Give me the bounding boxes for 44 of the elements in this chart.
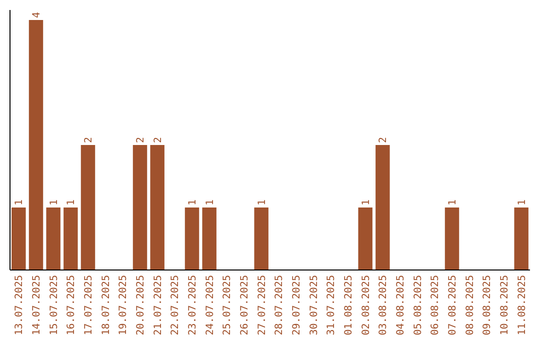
x-tick-label: 21.07.2025: [152, 275, 164, 336]
x-tick-label: 06.08.2025: [430, 275, 442, 336]
x-tick-label: 05.08.2025: [412, 275, 424, 336]
x-tick-label: 08.08.2025: [464, 275, 476, 336]
x-tick-label: 26.07.2025: [240, 275, 250, 336]
x-tick-label: 14.07.2025: [32, 275, 42, 336]
x-tick-label: 15.07.2025: [48, 275, 60, 336]
x-tick-label: 18.07.2025: [100, 275, 112, 336]
x-tick-label: 29.07.2025: [292, 275, 302, 336]
data-label: 1: [66, 199, 78, 206]
x-tick-label: 25.07.2025: [222, 275, 234, 336]
x-tick-label: 09.08.2025: [482, 275, 494, 336]
x-tick-label: 24.07.2025: [204, 275, 216, 336]
x-tick-label: 28.07.2025: [274, 275, 286, 336]
x-tick-label: 16.07.2025: [66, 275, 78, 336]
data-label: 1: [360, 199, 372, 206]
x-tick-label: 07.08.2025: [448, 275, 458, 336]
data-label: 1: [188, 199, 198, 206]
x-tick-label: 30.07.2025: [308, 275, 320, 336]
x-tick-label: 22.07.2025: [170, 275, 182, 336]
data-label: 2: [136, 136, 146, 143]
x-tick-label: 20.07.2025: [136, 275, 146, 336]
x-tick-label: 17.07.2025: [84, 275, 94, 336]
x-tick-label: 13.07.2025: [14, 275, 26, 336]
x-tick-label: 04.08.2025: [396, 275, 406, 336]
data-label: 2: [378, 136, 390, 143]
x-tick-label: 23.07.2025: [188, 275, 198, 336]
data-label: 2: [84, 136, 94, 143]
x-tick-label: 11.08.2025: [516, 275, 528, 336]
x-tick-label: 27.07.2025: [256, 275, 268, 336]
data-label: 1: [516, 199, 528, 206]
data-label: 1: [448, 199, 458, 206]
x-tick-label: 02.08.2025: [360, 275, 372, 336]
data-label: 4: [32, 12, 42, 18]
x-tick-label: 10.08.2025: [500, 275, 510, 336]
data-label: 1: [14, 199, 26, 206]
data-label: 2: [152, 136, 164, 143]
data-label: 1: [256, 199, 268, 206]
x-tick-label: 31.07.2025: [326, 275, 338, 336]
data-label: 1: [48, 199, 60, 206]
x-tick-label: 03.08.2025: [378, 275, 390, 336]
x-tick-label: 01.08.2025: [344, 275, 354, 336]
x-tick-label: 19.07.2025: [118, 275, 130, 336]
data-label: 1: [204, 199, 216, 206]
